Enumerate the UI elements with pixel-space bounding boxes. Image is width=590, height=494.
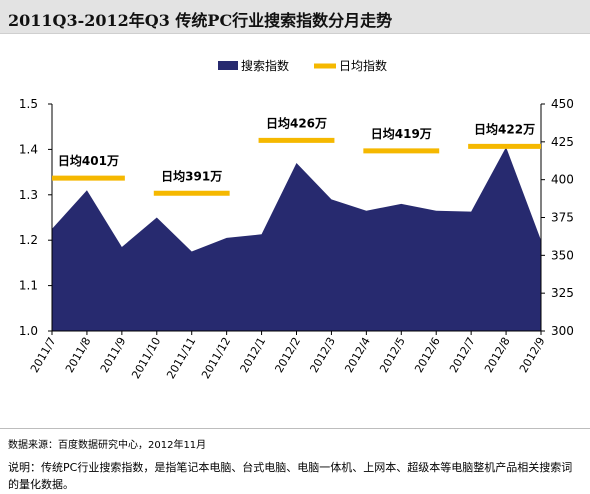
x-tick-label: 2012/9	[517, 335, 548, 375]
x-tick-label: 2011/12	[199, 335, 233, 381]
explanation-note: 说明：传统PC行业搜索指数，是指笔记本电脑、台式电脑、电脑一体机、上网本、超级本…	[8, 461, 573, 491]
y-right-tick-label: 400	[551, 173, 574, 187]
x-tick-label: 2012/1	[238, 335, 269, 375]
x-tick-label: 2011/8	[63, 335, 94, 375]
x-tick-label: 2011/9	[98, 335, 129, 375]
y-right-tick-label: 425	[551, 135, 574, 149]
x-tick-label: 2012/7	[447, 335, 478, 375]
legend-label-daily-average: 日均指数	[339, 58, 387, 73]
title-bar: 2011Q3-2012年Q3 传统PC行业搜索指数分月走势	[0, 0, 590, 34]
daily-average-label: 日均426万	[266, 115, 327, 130]
y-right-tick-label: 350	[551, 248, 574, 262]
y-right-tick-label: 300	[551, 324, 574, 338]
source-note: 数据来源：百度数据研究中心，2012年11月	[8, 440, 207, 451]
y-right-tick-label: 325	[551, 286, 574, 300]
x-tick-label: 2012/4	[342, 335, 373, 375]
y-right-tick-label: 450	[551, 97, 574, 111]
x-tick-label: 2012/6	[412, 335, 443, 375]
x-tick-label: 2012/3	[307, 335, 338, 375]
y-left-tick-label: 1.4	[19, 142, 38, 156]
y-left-tick-label: 1.3	[19, 188, 38, 202]
legend-swatch-search-index	[218, 61, 238, 70]
x-tick-label: 2012/2	[272, 335, 303, 375]
x-tick-label: 2011/7	[28, 335, 59, 375]
legend-label-search-index: 搜索指数	[241, 58, 289, 73]
y-right-tick-label: 375	[551, 211, 574, 225]
daily-average-label: 日均419万	[371, 126, 432, 141]
daily-average-label: 日均422万	[474, 121, 535, 136]
daily-average-label: 日均401万	[58, 153, 119, 168]
y-left-tick-label: 1.5	[19, 97, 38, 111]
x-tick-label: 2011/11	[164, 335, 198, 381]
x-tick-label: 2012/5	[377, 335, 408, 375]
chart-canvas: 1.0 1.1 1.2 1.3 1.4 1.5 300 325 350 375 400 425 450 2…	[19, 58, 574, 381]
y-left-tick-label: 1.1	[19, 279, 38, 293]
area-series-search-index	[52, 147, 541, 331]
y-left-tick-label: 1.0	[19, 324, 38, 338]
x-tick-label: 2011/10	[129, 335, 163, 381]
x-tick-label: 2012/8	[482, 335, 513, 375]
y-left-tick-label: 1.2	[19, 233, 38, 247]
footer-divider	[0, 428, 590, 429]
chart-title: 2011Q3-2012年Q3 传统PC行业搜索指数分月走势	[8, 11, 393, 30]
daily-average-label: 日均391万	[161, 168, 222, 183]
